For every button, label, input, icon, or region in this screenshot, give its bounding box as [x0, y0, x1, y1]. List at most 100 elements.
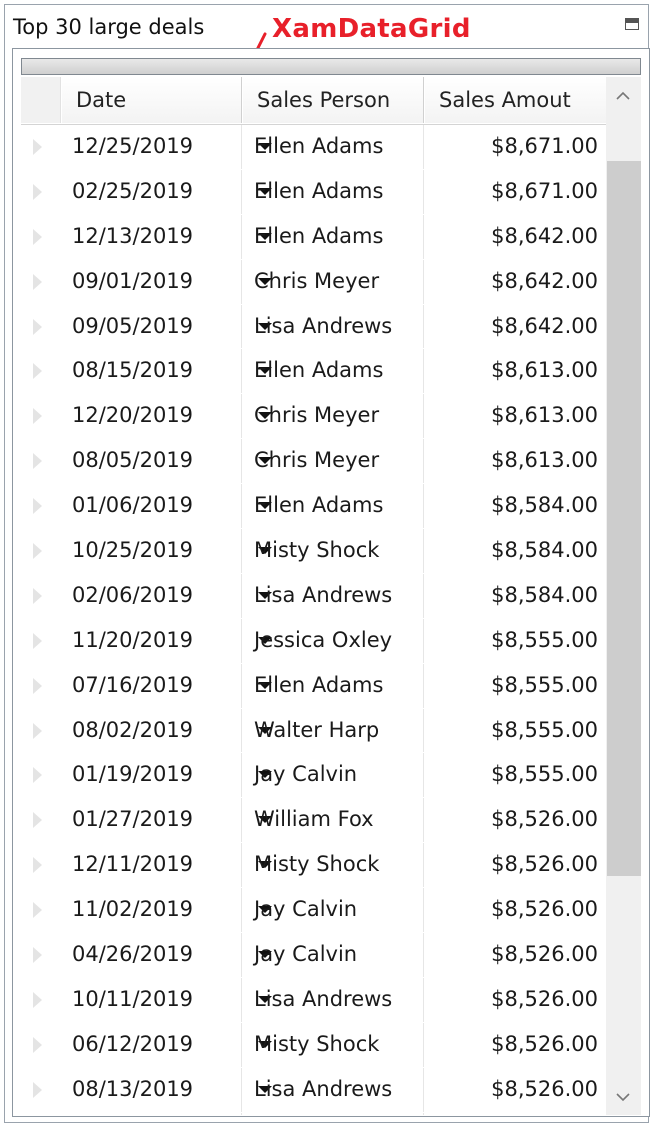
- column-header-date[interactable]: Date: [62, 77, 242, 123]
- dropdown-arrow-icon[interactable]: [258, 636, 272, 644]
- row-selector[interactable]: [21, 574, 61, 618]
- cell-sales-amount[interactable]: $8,526.00: [425, 1068, 606, 1112]
- cell-sales-person[interactable]: Misty Shock: [243, 1022, 424, 1067]
- row-selector[interactable]: [21, 125, 61, 169]
- cell-sales-person[interactable]: Ellen Adams: [243, 125, 424, 169]
- row-selector[interactable]: [21, 215, 61, 259]
- dropdown-arrow-icon[interactable]: [258, 951, 272, 959]
- cell-date[interactable]: 01/27/2019: [62, 798, 272, 843]
- row-selector[interactable]: [21, 798, 61, 842]
- cell-sales-person[interactable]: Ellen Adams: [243, 169, 424, 214]
- column-header-sales-person[interactable]: Sales Person: [243, 77, 424, 123]
- row-selector[interactable]: [21, 170, 61, 214]
- cell-date[interactable]: 02/25/2019: [62, 169, 272, 214]
- table-row[interactable]: 06/12/2019 Misty Shock $8,526.00: [21, 1022, 606, 1068]
- cell-date[interactable]: 10/25/2019: [62, 529, 272, 573]
- cell-sales-person[interactable]: William Fox: [243, 798, 424, 843]
- row-selector[interactable]: [21, 1113, 61, 1115]
- cell-sales-amount[interactable]: $8,526.00: [425, 843, 606, 887]
- table-row[interactable]: 08/15/2019 Ellen Adams $8,613.00: [21, 349, 606, 394]
- row-selector[interactable]: [21, 1068, 61, 1112]
- dropdown-arrow-icon[interactable]: [258, 457, 272, 465]
- cell-sales-person[interactable]: Lisa Andrews: [243, 304, 424, 349]
- table-row[interactable]: 01/19/2019 Jay Calvin $8,555.00: [21, 753, 606, 798]
- cell-sales-amount[interactable]: $8,555.00: [425, 709, 606, 753]
- cell-sales-person[interactable]: Walter Harp: [243, 708, 424, 753]
- cell-sales-person[interactable]: Ellen Adams: [243, 214, 424, 259]
- table-row[interactable]: 01/06/2019 Ellen Adams $8,584.00: [21, 484, 606, 529]
- dropdown-arrow-icon[interactable]: [258, 995, 272, 1003]
- row-selector[interactable]: [21, 888, 61, 932]
- dropdown-arrow-icon[interactable]: [258, 547, 272, 555]
- cell-date[interactable]: 11/02/2019: [62, 888, 272, 933]
- cell-date[interactable]: 08/02/2019: [62, 708, 272, 753]
- cell-sales-amount[interactable]: $8,642.00: [425, 305, 606, 349]
- dropdown-arrow-icon[interactable]: [258, 681, 272, 689]
- table-row[interactable]: 09/05/2019 Lisa Andrews $8,642.00: [21, 304, 606, 350]
- table-row[interactable]: 08/05/2019 Chris Meyer $8,613.00: [21, 439, 606, 484]
- table-row[interactable]: 10/25/2019 Misty Shock $8,584.00: [21, 529, 606, 574]
- row-selector[interactable]: [21, 484, 61, 528]
- scroll-thumb[interactable]: [607, 161, 641, 876]
- row-selector[interactable]: [21, 753, 61, 797]
- cell-sales-person[interactable]: Ellen Adams: [243, 349, 424, 394]
- cell-sales-person[interactable]: Jay Calvin: [243, 753, 424, 798]
- table-row[interactable]: 08/13/2019 Lisa Andrews $8,526.00: [21, 1067, 606, 1113]
- row-selector[interactable]: [21, 709, 61, 753]
- dropdown-arrow-icon[interactable]: [258, 1040, 272, 1048]
- cell-sales-person[interactable]: Chris Meyer: [243, 394, 424, 439]
- table-row[interactable]: 02/06/2019 Lisa Andrews $8,584.00: [21, 573, 606, 619]
- cell-date[interactable]: 11/20/2019: [62, 618, 272, 663]
- cell-sales-amount[interactable]: $8,584.00: [425, 529, 606, 573]
- row-selector[interactable]: [21, 260, 61, 304]
- cell-date[interactable]: 04/26/2019: [62, 933, 272, 977]
- table-row[interactable]: 12/11/2019 Misty Shock $8,526.00: [21, 843, 606, 888]
- cell-sales-amount[interactable]: $8,671.00: [425, 170, 606, 214]
- cell-sales-person[interactable]: Lisa Andrews: [243, 573, 424, 618]
- row-selector[interactable]: [21, 305, 61, 349]
- cell-date[interactable]: 06/12/2019: [62, 1022, 272, 1067]
- cell-date[interactable]: 10/31/2019: [62, 1112, 242, 1115]
- table-row[interactable]: 12/13/2019 Ellen Adams $8,642.00: [21, 214, 606, 260]
- table-row[interactable]: 12/25/2019 Ellen Adams $8,671.00: [21, 125, 606, 170]
- cell-sales-amount[interactable]: $8,526.00: [425, 798, 606, 842]
- cell-date[interactable]: 12/25/2019: [62, 125, 272, 169]
- group-by-area[interactable]: [21, 58, 641, 75]
- table-row[interactable]: 07/16/2019 Ellen Adams $8,555.00: [21, 663, 606, 709]
- row-selector[interactable]: [21, 529, 61, 573]
- cell-date[interactable]: 09/05/2019: [62, 304, 272, 349]
- dropdown-arrow-icon[interactable]: [258, 367, 272, 375]
- cell-sales-person[interactable]: Chris Meyer: [243, 439, 424, 484]
- dropdown-arrow-icon[interactable]: [258, 816, 272, 824]
- cell-sales-person[interactable]: Jay Calvin: [243, 933, 424, 977]
- cell-sales-amount[interactable]: $8,526.00: [425, 888, 606, 932]
- dropdown-arrow-icon[interactable]: [258, 861, 272, 869]
- dropdown-arrow-icon[interactable]: [258, 187, 272, 195]
- cell-sales-person[interactable]: Lisa Andrews: [243, 977, 424, 1022]
- maximize-icon[interactable]: [625, 18, 639, 30]
- cell-date[interactable]: 09/01/2019: [62, 259, 272, 304]
- cell-date[interactable]: 02/06/2019: [62, 573, 272, 618]
- cell-sales-amount[interactable]: $8,526.00: [425, 933, 606, 977]
- cell-sales-person[interactable]: Chris Meyer: [243, 1112, 424, 1115]
- table-row[interactable]: 10/11/2019 Lisa Andrews $8,526.00: [21, 977, 606, 1023]
- cell-date[interactable]: 12/11/2019: [62, 843, 272, 888]
- scroll-down-button[interactable]: [606, 1078, 641, 1115]
- row-selector[interactable]: [21, 978, 61, 1022]
- dropdown-arrow-icon[interactable]: [258, 412, 272, 420]
- dropdown-arrow-icon[interactable]: [258, 502, 272, 510]
- cell-sales-amount[interactable]: $8,613.00: [425, 439, 606, 483]
- cell-sales-amount[interactable]: $8,526.00: [425, 1113, 606, 1115]
- row-selector[interactable]: [21, 349, 61, 393]
- dropdown-arrow-icon[interactable]: [258, 726, 272, 734]
- row-selector[interactable]: [21, 1023, 61, 1067]
- cell-date[interactable]: 12/13/2019: [62, 214, 272, 259]
- row-selector[interactable]: [21, 664, 61, 708]
- dropdown-arrow-icon[interactable]: [258, 906, 272, 914]
- row-selector[interactable]: [21, 439, 61, 483]
- row-selector[interactable]: [21, 394, 61, 438]
- cell-date[interactable]: 08/15/2019: [62, 349, 272, 394]
- cell-sales-amount[interactable]: $8,555.00: [425, 753, 606, 797]
- cell-sales-amount[interactable]: $8,584.00: [425, 484, 606, 528]
- cell-sales-person[interactable]: Chris Meyer: [243, 259, 424, 304]
